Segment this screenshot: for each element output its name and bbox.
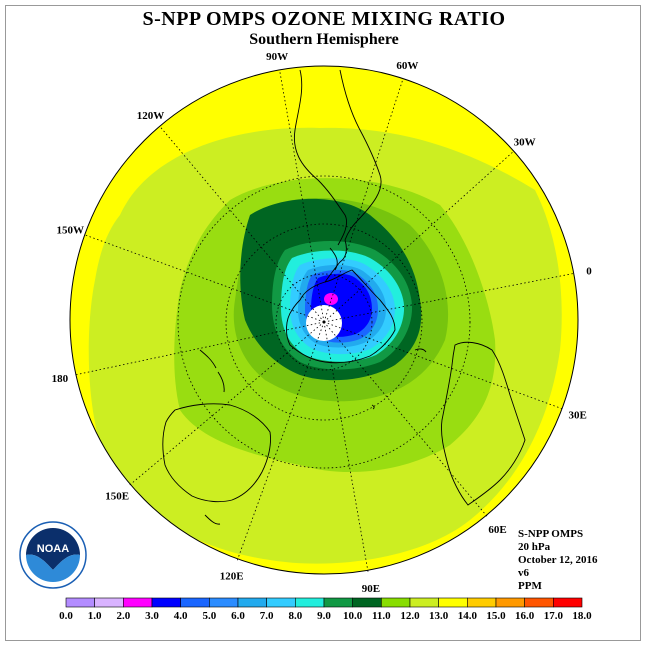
new-zealand-coast [199,349,225,393]
longitude-label-150w: 150W [57,225,85,237]
colorbar-box-1 [94,597,124,608]
colorbar-tick-label: 3.0 [145,610,159,622]
colorbar-tick-label: 14.0 [458,610,478,622]
colorbar-box-16 [524,597,554,608]
colorbar-tick-label: 18.0 [572,610,592,622]
longitude-label-90w: 90W [266,51,288,63]
south-pole-marker [322,320,326,324]
info-level: 20 hPa [518,541,551,553]
colorbar-tick-label: 13.0 [429,610,449,622]
longitude-label-60e: 60E [488,524,506,536]
coastlines [162,69,526,525]
colorbar-tick-label: 15.0 [486,610,506,622]
colorbar-box-11 [381,597,411,608]
colorbar-tick-label: 8.0 [288,610,302,622]
colorbar-labels: 0.0 1.0 2.0 3.0 4.0 5.0 6.0 7.0 8.0 9.0 10.0 11.0 12… [59,610,592,622]
logo-sky [26,528,80,570]
colorbar-box-15 [495,597,525,608]
australia-coast [162,403,271,525]
longitude-label-180: 180 [52,373,69,385]
figure-frame [5,5,641,641]
colorbar-box-8 [295,597,325,608]
colorbar-tick-label: 9.0 [317,610,331,622]
latitude-circle-70 [225,223,423,421]
colorbar-box-7 [266,597,296,608]
longitude-labels: 90W 60W 30W 0 30E 60E 90E 120E 150E 180 150W 120W [52,51,593,595]
latitude-circle-80 [275,273,373,371]
colorbar-box-4 [180,597,210,608]
colorbar-box-14 [467,597,497,608]
colorbar-box-12 [409,597,439,608]
antarctica-coast [286,269,396,364]
colorbar-tick-label: 17.0 [544,610,564,622]
colorbar-box-2 [123,597,153,608]
africa-coast [441,341,526,506]
colorbar-box-9 [323,597,353,608]
colorbar-box-6 [237,597,267,608]
ozone-field [70,66,578,574]
colorbar-tick-label: 4.0 [174,610,188,622]
info-units: PPM [518,580,542,592]
longitude-label-90e: 90E [362,583,380,595]
south-america-coast [293,69,382,246]
colorbar-boxes [65,597,583,608]
map-title: S-NPP OMPS OZONE MIXING RATIO [142,8,506,30]
colorbar-box-5 [209,597,239,608]
info-date: October 12, 2016 [518,554,598,566]
colorbar-tick-label: 6.0 [231,610,245,622]
colorbar-tick-label: 12.0 [400,610,420,622]
longitude-label-120w: 120W [137,110,165,122]
colorbar-tick-label: 16.0 [515,610,535,622]
colorbar-tick-label: 0.0 [59,610,73,622]
noaa-logo: NOAA [19,521,87,589]
colorbar-tick-label: 10.0 [343,610,363,622]
logo-text: NOAA [37,543,69,555]
colorbar-box-3 [151,597,181,608]
colorbar-box-0 [65,597,95,608]
antarctic-peninsula-coast [324,239,347,283]
indian-ocean-islands [371,348,427,410]
contour-2-3 [324,293,338,305]
colorbar-tick-label: 5.0 [202,610,216,622]
graticule [177,175,471,469]
colorbar-tick-label: 1.0 [88,610,102,622]
logo-sea [26,554,80,582]
longitude-label-120e: 120E [220,571,244,583]
latitude-circle-60 [177,175,471,469]
longitude-label-30w: 30W [514,136,536,148]
colorbar-box-17 [553,597,583,608]
colorbar-tick-label: 11.0 [372,610,391,622]
colorbar-box-13 [438,597,468,608]
map-boundary [69,65,579,575]
colorbar-tick-label: 7.0 [260,610,274,622]
map-subtitle: Southern Hemisphere [249,31,399,48]
info-version: v6 [518,567,529,579]
longitude-label-60w: 60W [396,60,418,72]
longitude-label-150e: 150E [105,491,129,503]
colorbar-tick-label: 2.0 [116,610,130,622]
longitude-label-0: 0 [586,265,592,277]
colorbar-box-10 [352,597,382,608]
longitude-label-30e: 30E [569,409,587,421]
info-instrument: S-NPP OMPS [518,528,584,540]
